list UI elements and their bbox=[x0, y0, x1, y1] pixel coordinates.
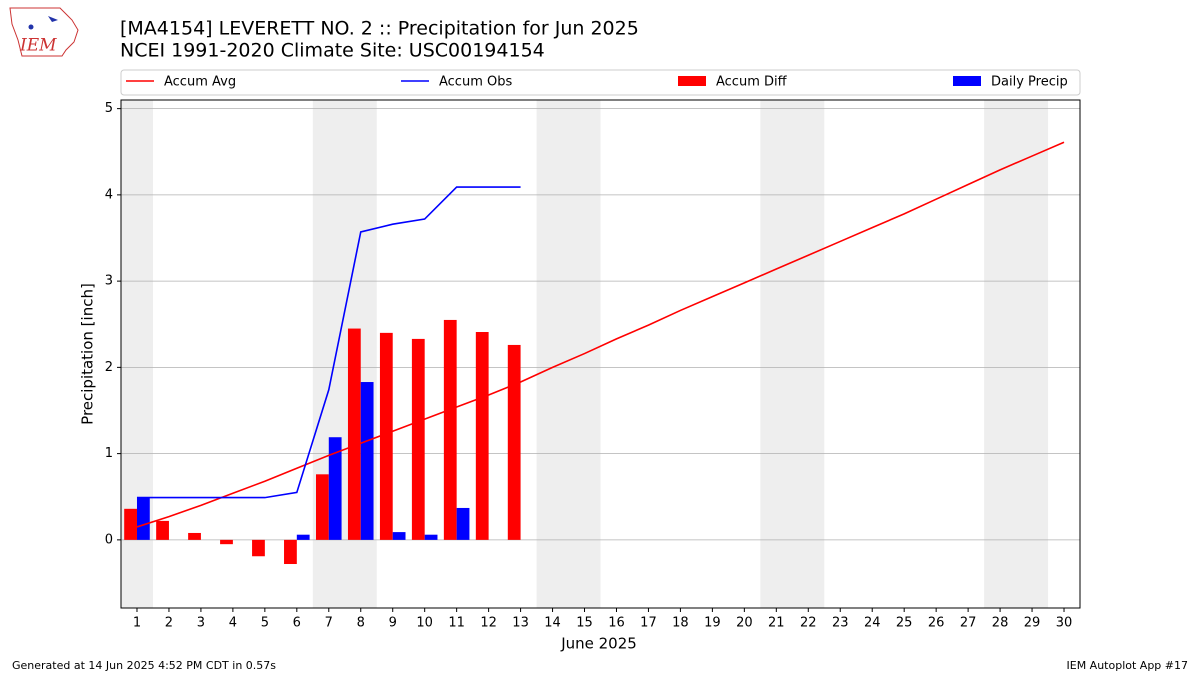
x-tick-label: 7 bbox=[325, 616, 333, 631]
x-tick-label: 20 bbox=[736, 616, 753, 631]
legend-swatch bbox=[678, 76, 706, 86]
x-tick-label: 10 bbox=[416, 616, 433, 631]
x-tick-label: 25 bbox=[896, 616, 913, 631]
x-tick-label: 3 bbox=[197, 616, 205, 631]
bar bbox=[220, 539, 233, 545]
bar bbox=[456, 507, 470, 540]
logo-outline bbox=[9, 7, 79, 57]
x-tick-label: 22 bbox=[800, 616, 817, 631]
bar bbox=[347, 328, 361, 540]
x-tick-label: 6 bbox=[293, 616, 301, 631]
footer-left: Generated at 14 Jun 2025 4:52 PM CDT in … bbox=[12, 659, 276, 672]
x-tick-label: 16 bbox=[608, 616, 625, 631]
line bbox=[136, 186, 521, 499]
y-tick-label: 1 bbox=[105, 446, 113, 461]
y-tick-label: 2 bbox=[105, 360, 113, 375]
bar bbox=[156, 520, 169, 540]
bar bbox=[379, 332, 393, 540]
x-tick-label: 30 bbox=[1056, 616, 1073, 631]
bar bbox=[296, 534, 310, 540]
bar bbox=[411, 338, 425, 540]
bar bbox=[443, 319, 457, 540]
y-axis-label: Precipitation [inch] bbox=[79, 283, 97, 425]
legend-label: Daily Precip bbox=[991, 75, 1068, 90]
x-tick-label: 9 bbox=[389, 616, 397, 631]
x-tick-label: 27 bbox=[960, 616, 977, 631]
x-tick-label: 17 bbox=[640, 616, 657, 631]
bar bbox=[360, 382, 374, 540]
x-tick-label: 4 bbox=[229, 616, 237, 631]
bar bbox=[124, 508, 137, 540]
x-tick-label: 26 bbox=[928, 616, 945, 631]
x-axis-label: June 2025 bbox=[560, 635, 637, 653]
bar bbox=[284, 539, 297, 565]
x-tick-label: 28 bbox=[992, 616, 1009, 631]
bar bbox=[392, 532, 406, 540]
x-tick-label: 21 bbox=[768, 616, 785, 631]
legend-label: Accum Avg bbox=[164, 75, 236, 90]
x-tick-label: 1 bbox=[133, 616, 141, 631]
bar bbox=[424, 534, 438, 540]
x-tick-label: 13 bbox=[512, 616, 529, 631]
bar bbox=[188, 532, 201, 540]
chart-title: [MA4154] LEVERETT NO. 2 :: Precipitation… bbox=[120, 18, 639, 40]
x-tick-label: 5 bbox=[261, 616, 269, 631]
legend-label: Accum Obs bbox=[439, 75, 512, 90]
y-tick-label: 5 bbox=[105, 101, 113, 116]
x-tick-label: 12 bbox=[480, 616, 497, 631]
x-tick-label: 18 bbox=[672, 616, 689, 631]
plot-frame bbox=[120, 99, 1081, 609]
x-tick-label: 24 bbox=[864, 616, 881, 631]
x-tick-label: 14 bbox=[544, 616, 561, 631]
logo: IEM bbox=[9, 7, 79, 57]
bar bbox=[136, 497, 150, 540]
y-tick-label: 0 bbox=[105, 532, 113, 547]
weekend-band bbox=[760, 100, 825, 608]
chart-subtitle: NCEI 1991-2020 Climate Site: USC00194154 bbox=[120, 40, 545, 62]
legend-box bbox=[120, 69, 1081, 96]
x-tick-label: 19 bbox=[704, 616, 721, 631]
x-tick-label: 8 bbox=[357, 616, 365, 631]
bar bbox=[328, 437, 342, 540]
y-tick-label: 4 bbox=[105, 187, 113, 202]
x-tick-label: 2 bbox=[165, 616, 173, 631]
bar bbox=[315, 474, 329, 540]
x-tick-label: 23 bbox=[832, 616, 849, 631]
logo-icon bbox=[28, 24, 34, 30]
footer-right: IEM Autoplot App #17 bbox=[1067, 659, 1189, 672]
bar bbox=[507, 344, 521, 540]
x-tick-label: 11 bbox=[448, 616, 465, 631]
x-tick-label: 15 bbox=[576, 616, 593, 631]
logo-text: IEM bbox=[19, 36, 57, 56]
legend-swatch bbox=[953, 76, 981, 86]
weekend-band bbox=[536, 100, 601, 608]
bar bbox=[252, 539, 265, 557]
legend-label: Accum Diff bbox=[716, 75, 788, 90]
weekend-band bbox=[984, 100, 1049, 608]
logo-icon bbox=[48, 16, 58, 22]
bar bbox=[475, 332, 489, 540]
line bbox=[136, 141, 1065, 528]
y-tick-label: 3 bbox=[105, 274, 113, 289]
x-tick-label: 29 bbox=[1024, 616, 1041, 631]
